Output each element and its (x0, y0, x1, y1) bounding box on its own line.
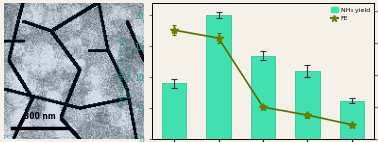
Bar (162, 83, 186, 139)
Bar (251, 56, 275, 139)
Bar (206, 15, 231, 139)
Legend: NH₃ yield, FE: NH₃ yield, FE (330, 6, 371, 22)
Text: 300 nm: 300 nm (24, 112, 56, 121)
Bar (340, 101, 364, 139)
Bar (295, 71, 320, 139)
Y-axis label: Average NH₃ yield rate
(*10⁻¹¹ mol s⁻¹ cm⁻²): Average NH₃ yield rate (*10⁻¹¹ mol s⁻¹ c… (120, 35, 132, 107)
